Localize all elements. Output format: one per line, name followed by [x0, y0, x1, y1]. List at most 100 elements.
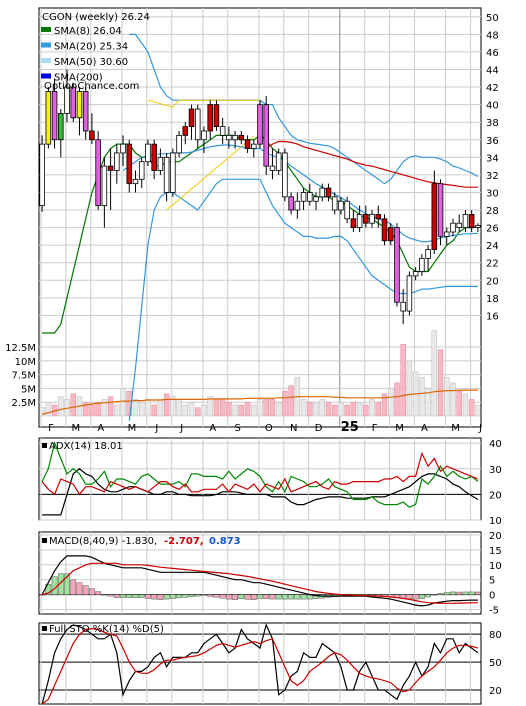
macd-histogram-bar — [313, 594, 319, 599]
volume-bar — [226, 401, 232, 417]
macd-histogram-bar — [45, 583, 52, 595]
candle-body — [151, 143, 157, 171]
volume-bar — [244, 401, 251, 417]
volume-bar — [344, 404, 350, 417]
macd-histogram-bar — [269, 594, 276, 600]
price-y-tick-label: 18 — [486, 294, 499, 305]
price-y-tick-label: 28 — [486, 206, 499, 217]
adx-panel-frame — [38, 437, 482, 521]
legend-label: SMA(50) 30.60 — [54, 57, 128, 68]
volume-bar — [89, 404, 95, 417]
volume-bar — [145, 399, 151, 417]
sto-y-tick-label: 50 — [489, 658, 502, 669]
month-label: J — [154, 423, 158, 434]
candle-body — [201, 130, 207, 141]
volume-bar — [331, 404, 338, 417]
month-label: D — [315, 423, 323, 434]
candle-body — [475, 225, 481, 228]
price-y-tick-label: 42 — [486, 83, 499, 94]
candle-body — [76, 91, 83, 119]
candle-body — [219, 126, 226, 136]
macd-histogram-bar — [244, 594, 251, 600]
sto-title: Full STO %K(14) %D(5) — [49, 624, 164, 635]
macd-y-tick-label: 20 — [489, 531, 502, 542]
volume-bar — [107, 396, 114, 417]
legend-label: SMA(8) 26.04 — [54, 26, 122, 37]
price-y-tick-label: 30 — [486, 188, 499, 199]
volume-bar — [313, 401, 319, 417]
sto-y-tick-label: 20 — [489, 686, 502, 697]
volume-bar — [120, 388, 126, 417]
candle-body — [70, 86, 77, 119]
macd-title: MACD(8,40,9) -1.830, — [49, 536, 157, 547]
month-label: J — [478, 423, 482, 434]
price-y-tick-label: 24 — [486, 241, 499, 252]
candle-body — [456, 222, 462, 228]
legend-swatch — [41, 73, 51, 79]
candle-body — [294, 200, 301, 211]
volume-bar — [425, 388, 431, 417]
macd-histogram-bar — [456, 591, 463, 595]
candle-body — [406, 275, 413, 312]
volume-bar — [356, 401, 363, 417]
macd-histogram-bar — [443, 592, 450, 595]
volume-bar — [188, 401, 195, 417]
candle-body — [350, 218, 357, 228]
candle-body — [145, 143, 151, 163]
candle-body — [363, 214, 369, 224]
candle-body — [126, 143, 133, 185]
month-label: J — [179, 423, 183, 434]
macd-histogram-bar — [201, 594, 207, 596]
month-label: A — [209, 423, 216, 434]
volume-bar — [400, 344, 406, 417]
macd-y-tick-label: 0 — [489, 591, 495, 602]
volume-bar — [450, 382, 456, 417]
macd-histogram-bar — [226, 594, 232, 600]
candle-body — [338, 200, 344, 211]
macd-histogram-bar — [163, 594, 170, 600]
macd-histogram-bar — [76, 582, 83, 595]
volume-sma-line — [41, 389, 478, 415]
macd-histogram-bar — [207, 594, 214, 597]
volume-bar — [232, 404, 238, 417]
volume-bar — [338, 401, 344, 417]
candle-body — [244, 139, 251, 149]
volume-bar — [437, 349, 444, 417]
sto-line-0 — [41, 623, 479, 705]
volume-tick-label: 2.5M — [11, 398, 36, 409]
legend-label: SMA(20) 25.34 — [54, 42, 128, 53]
adx-line-2 — [41, 451, 479, 496]
macd-y-tick-label: 15 — [489, 546, 502, 557]
macd-histogram-bar — [475, 591, 481, 595]
macd-histogram-bar — [257, 594, 263, 599]
volume-bar — [82, 401, 89, 417]
macd-histogram-bar — [263, 594, 270, 600]
candle-body — [132, 178, 139, 185]
candle-body — [163, 156, 170, 193]
volume-bar — [157, 399, 164, 417]
candle-body — [157, 156, 164, 171]
candle-body — [58, 113, 64, 141]
volume-bar — [95, 401, 101, 417]
macd-histogram-bar — [89, 588, 95, 595]
month-label: 25 — [341, 420, 359, 435]
macd-histogram-bar — [113, 594, 120, 598]
macd-histogram-bar — [275, 594, 282, 600]
price-y-tick-label: 48 — [486, 30, 499, 41]
legend-label: SMA(200) — [54, 73, 103, 84]
adx-y-tick-label: 20 — [489, 490, 502, 501]
volume-bar — [381, 393, 388, 417]
macd-histogram-bar — [51, 576, 58, 595]
macd-panel-frame — [38, 531, 482, 615]
legend-swatch — [41, 58, 51, 63]
candle-body — [319, 187, 326, 198]
macd-histogram-bar — [406, 594, 413, 600]
candle-body — [251, 143, 257, 149]
macd-histogram-bar — [151, 594, 158, 600]
macd-histogram-bar — [462, 591, 469, 595]
candle-body — [425, 249, 431, 259]
volume-bar — [182, 404, 189, 417]
macd-legend-marker — [42, 538, 47, 543]
month-label: M — [395, 423, 404, 434]
volume-bar — [257, 399, 263, 417]
